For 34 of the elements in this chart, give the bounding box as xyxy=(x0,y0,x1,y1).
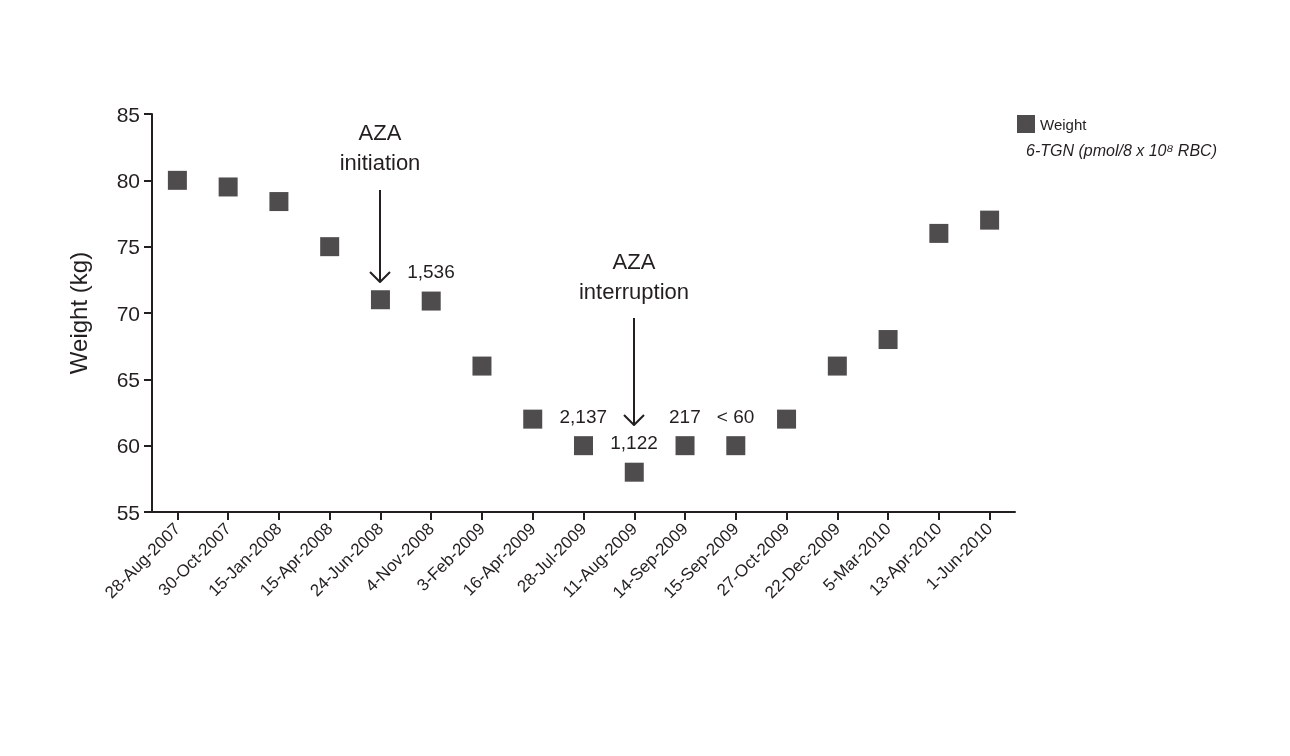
point xyxy=(980,210,1000,230)
point xyxy=(929,223,949,243)
y-tick-label: 65 xyxy=(116,367,140,391)
y-tick-label: 85 xyxy=(116,102,140,126)
legend-label: Weight xyxy=(1040,115,1088,133)
point xyxy=(878,330,898,350)
annotation: 1,536 xyxy=(407,260,455,285)
point xyxy=(523,409,543,429)
point xyxy=(218,177,238,197)
point xyxy=(472,356,492,376)
y-tick-label: 60 xyxy=(116,434,140,458)
point xyxy=(675,436,695,456)
y-tick-label: 75 xyxy=(116,235,140,259)
annotation: AZA initiation xyxy=(338,119,422,177)
annotation: AZA interruption xyxy=(577,248,691,306)
point xyxy=(827,356,847,376)
y-axis-title: Weight (kg) xyxy=(64,251,92,375)
text: 6-TGN (pmol/8 x 10⁸ RBC) xyxy=(1026,142,1217,160)
point xyxy=(320,237,340,257)
point xyxy=(421,291,441,311)
annotation: 1,122 xyxy=(610,431,658,456)
point xyxy=(574,436,593,456)
point xyxy=(269,192,289,212)
y-tick-label: 55 xyxy=(116,500,140,524)
annotation: 2,137 xyxy=(559,404,608,429)
y-tick-label: 80 xyxy=(116,168,140,192)
point xyxy=(624,462,644,482)
point xyxy=(777,409,797,429)
point xyxy=(370,290,390,310)
point xyxy=(726,436,746,456)
annotation: < 60 xyxy=(716,404,755,429)
point xyxy=(167,170,187,190)
annotation: 217 xyxy=(669,404,701,429)
y-tick-label: 70 xyxy=(116,301,140,325)
